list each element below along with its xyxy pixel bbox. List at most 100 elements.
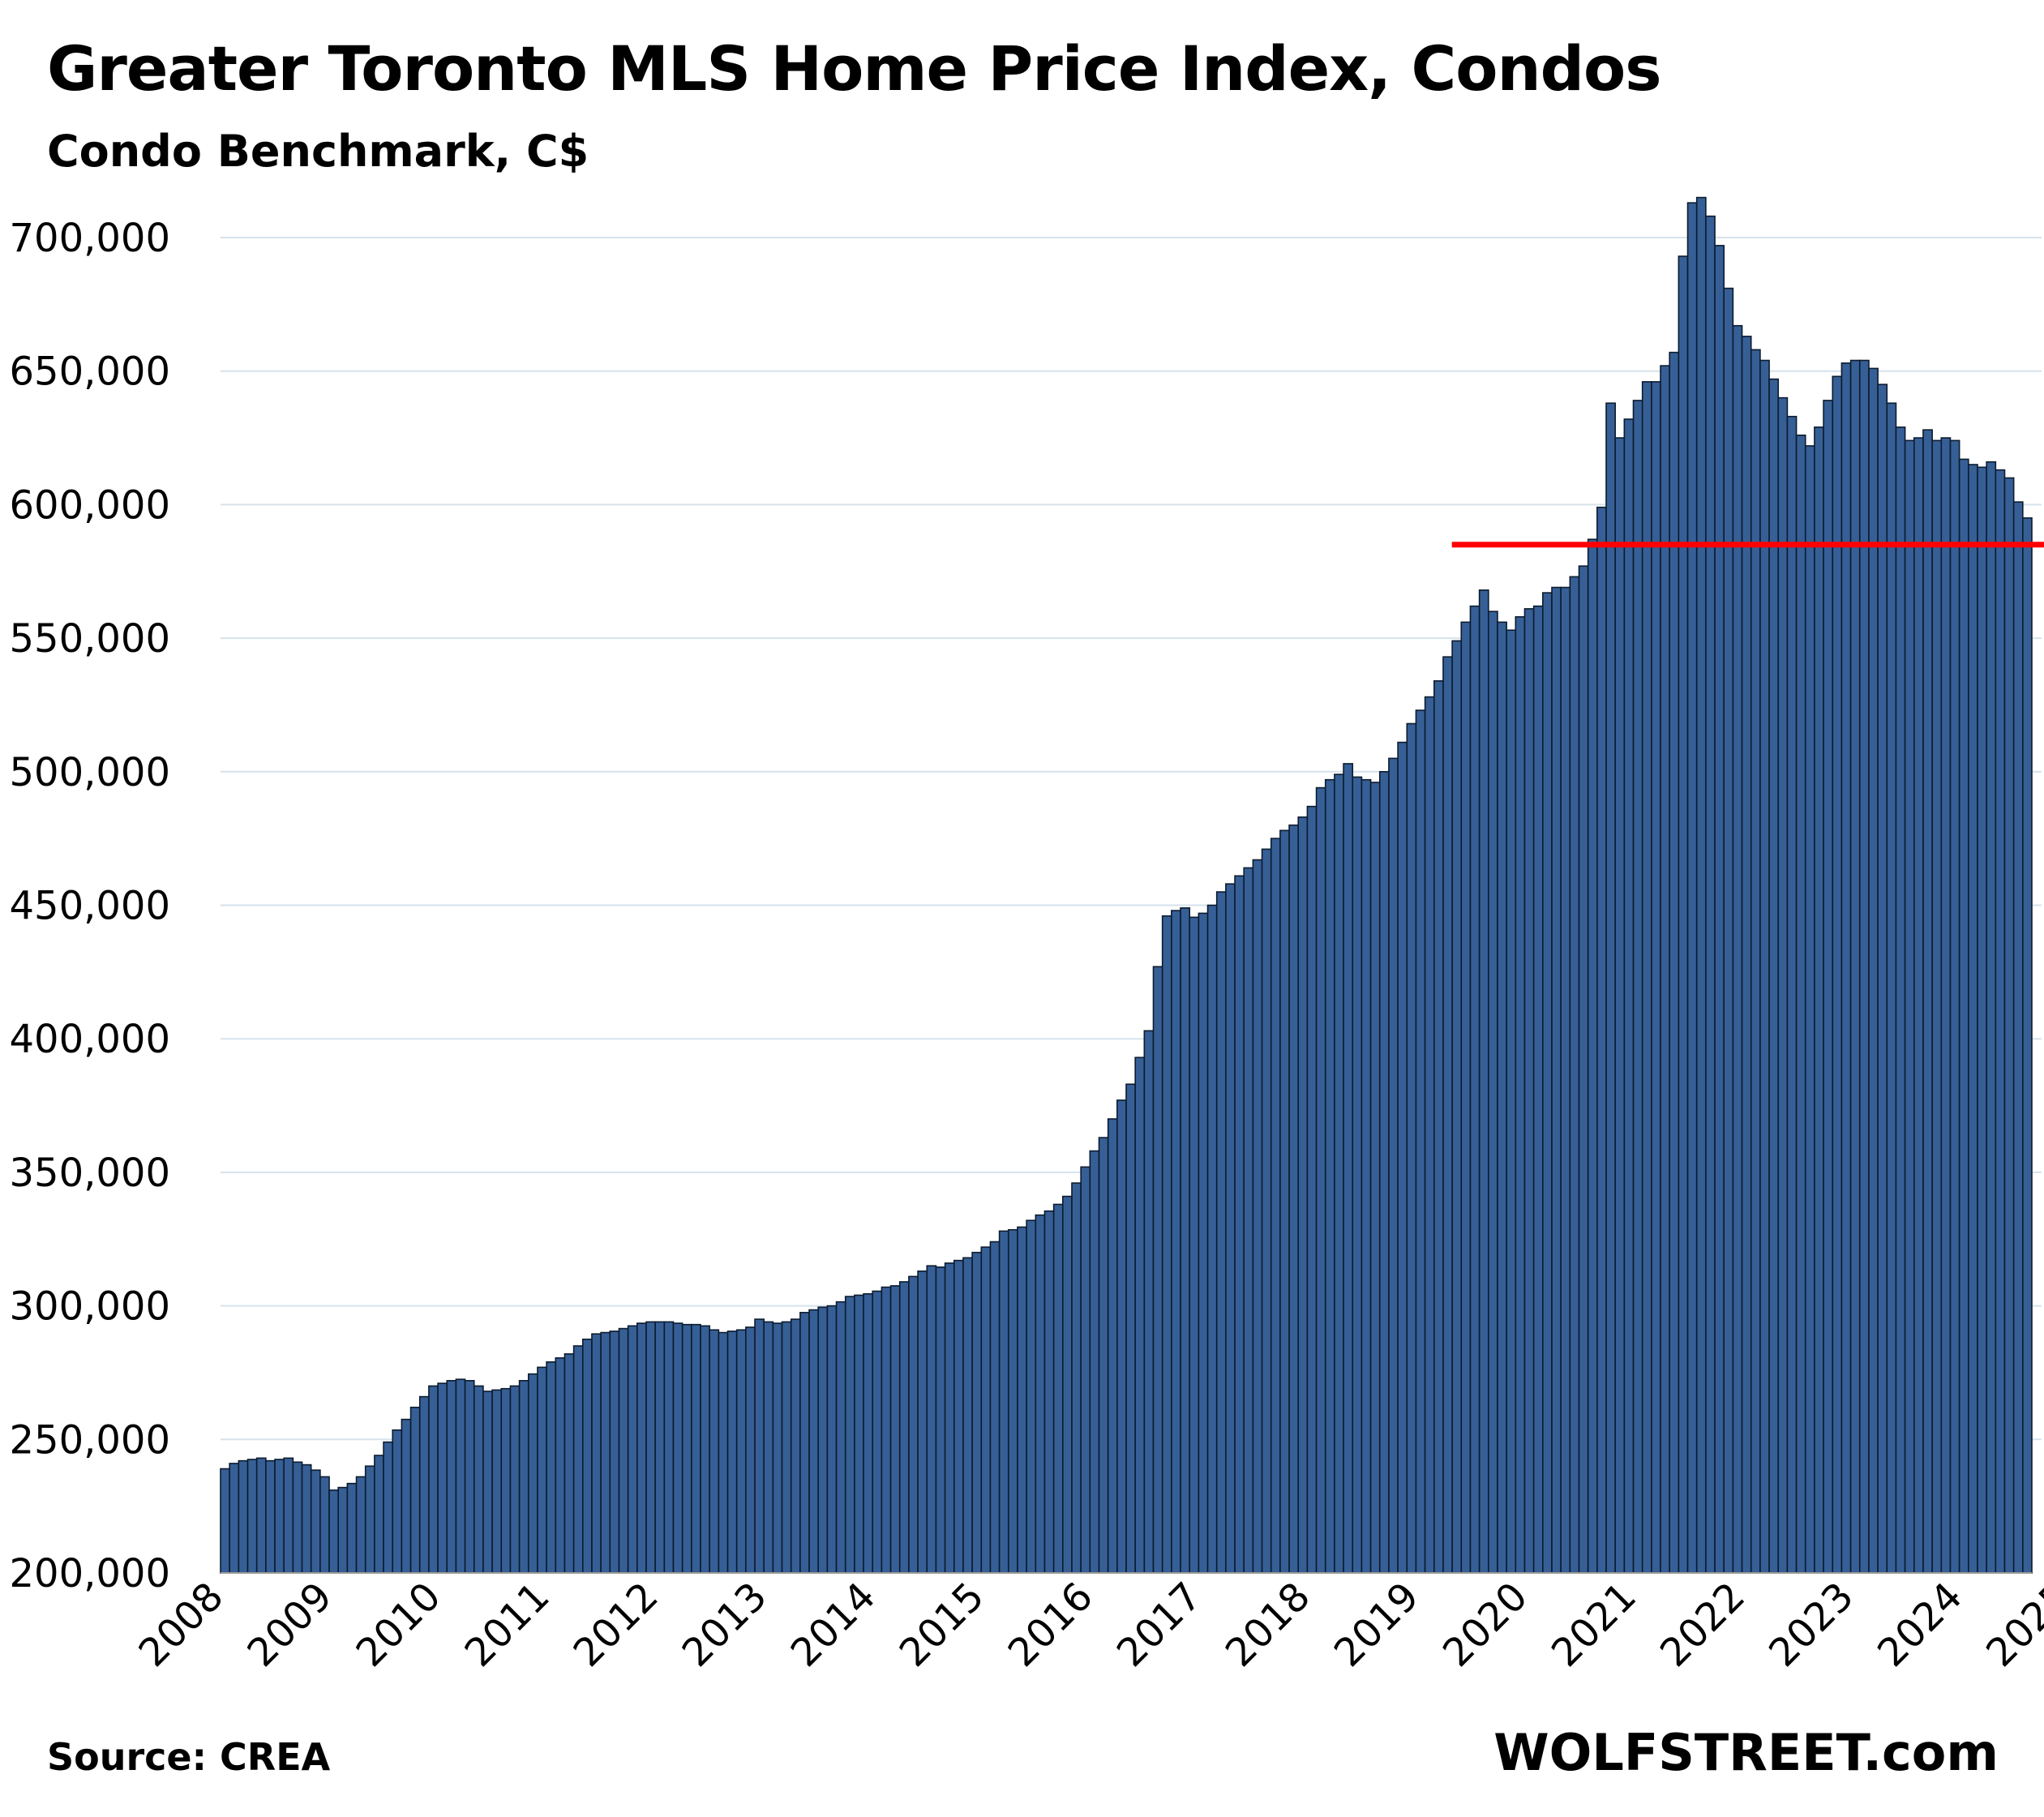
bar <box>1433 679 1444 1574</box>
bar <box>246 1459 258 1574</box>
bar <box>220 1468 230 1574</box>
bar <box>1388 757 1399 1574</box>
bar <box>1369 782 1381 1574</box>
bar <box>1542 592 1553 1574</box>
bar <box>1904 439 1915 1574</box>
bar <box>1143 1030 1155 1574</box>
bar <box>518 1380 529 1574</box>
bar <box>283 1457 294 1574</box>
bar <box>926 1265 937 1574</box>
bar <box>1786 415 1798 1574</box>
bar <box>754 1318 765 1574</box>
bar <box>1931 439 1943 1574</box>
bar <box>274 1459 285 1574</box>
bar <box>609 1331 620 1574</box>
bar <box>1478 589 1489 1574</box>
bar <box>229 1463 240 1574</box>
y-tick-label: 350,000 <box>10 1151 171 1196</box>
bar <box>346 1482 358 1574</box>
bar <box>1089 1150 1100 1574</box>
bar <box>1189 916 1200 1574</box>
bar <box>1605 402 1616 1574</box>
x-tick-label: 2017 <box>1108 1574 1211 1676</box>
bar <box>1705 215 1716 1574</box>
x-tick-label: 2019 <box>1326 1574 1428 1676</box>
bar <box>1695 196 1707 1574</box>
x-tick-label: 2011 <box>456 1574 559 1676</box>
bar <box>1098 1137 1109 1574</box>
bar <box>908 1275 919 1574</box>
bar <box>1406 722 1417 1574</box>
bar <box>310 1469 321 1574</box>
bar <box>781 1321 792 1574</box>
bar <box>1270 838 1281 1574</box>
bar <box>328 1489 340 1574</box>
bar <box>1750 349 1761 1574</box>
bar <box>1062 1195 1073 1574</box>
bar <box>238 1459 249 1574</box>
bar <box>998 1230 1009 1574</box>
y-tick-label: 550,000 <box>10 616 171 662</box>
bar <box>337 1486 349 1574</box>
bar <box>437 1382 448 1574</box>
chart-subtitle: Condo Benchmark, C$ <box>47 126 589 177</box>
bar <box>364 1465 375 1574</box>
bar <box>1343 763 1354 1574</box>
bar <box>654 1321 666 1574</box>
bar <box>953 1259 964 1574</box>
x-tick-label: 2024 <box>1869 1574 1971 1676</box>
bar <box>301 1463 312 1574</box>
bar <box>1823 400 1834 1574</box>
bar <box>1515 615 1526 1574</box>
bar <box>1125 1083 1136 1574</box>
bar <box>500 1387 512 1574</box>
y-tick-label: 600,000 <box>10 482 171 528</box>
y-tick-label: 400,000 <box>10 1017 171 1062</box>
bar <box>700 1325 710 1574</box>
x-tick-label: 2010 <box>348 1574 450 1676</box>
bar <box>1334 774 1344 1574</box>
bar <box>292 1461 303 1574</box>
bar <box>1814 426 1824 1574</box>
bar <box>1469 605 1481 1574</box>
bar <box>527 1373 538 1574</box>
bar <box>1922 429 1933 1574</box>
bar <box>1497 621 1507 1574</box>
x-tick-label: 2012 <box>565 1574 667 1676</box>
y-tick-label: 650,000 <box>10 349 171 395</box>
x-tick-label: 2018 <box>1217 1574 1319 1676</box>
bar <box>581 1338 593 1574</box>
bar <box>455 1378 466 1574</box>
bar <box>1460 621 1472 1574</box>
bar <box>663 1321 675 1574</box>
bar <box>745 1326 756 1574</box>
bar <box>826 1305 838 1574</box>
bar <box>401 1418 412 1574</box>
bar <box>473 1385 484 1574</box>
bar <box>1243 867 1254 1574</box>
bar <box>962 1257 973 1574</box>
bar <box>735 1329 747 1574</box>
bar <box>1587 538 1598 1574</box>
bar <box>1488 611 1498 1574</box>
bar <box>1442 656 1453 1574</box>
bar <box>563 1353 575 1574</box>
bar <box>1596 506 1607 1574</box>
bar <box>491 1389 503 1574</box>
bar <box>709 1329 720 1574</box>
bar <box>645 1321 656 1574</box>
bar <box>1071 1182 1082 1574</box>
bar <box>1560 586 1571 1574</box>
bar <box>1035 1214 1046 1574</box>
bar <box>1026 1219 1037 1574</box>
bar <box>1949 439 1960 1574</box>
bar <box>509 1385 521 1574</box>
bar <box>980 1246 992 1574</box>
bar <box>383 1441 394 1574</box>
bar <box>1632 400 1643 1574</box>
bar <box>1424 696 1435 1574</box>
y-tick-label: 500,000 <box>10 750 171 795</box>
x-tick-label: 2020 <box>1434 1574 1536 1676</box>
bar <box>1523 608 1535 1574</box>
